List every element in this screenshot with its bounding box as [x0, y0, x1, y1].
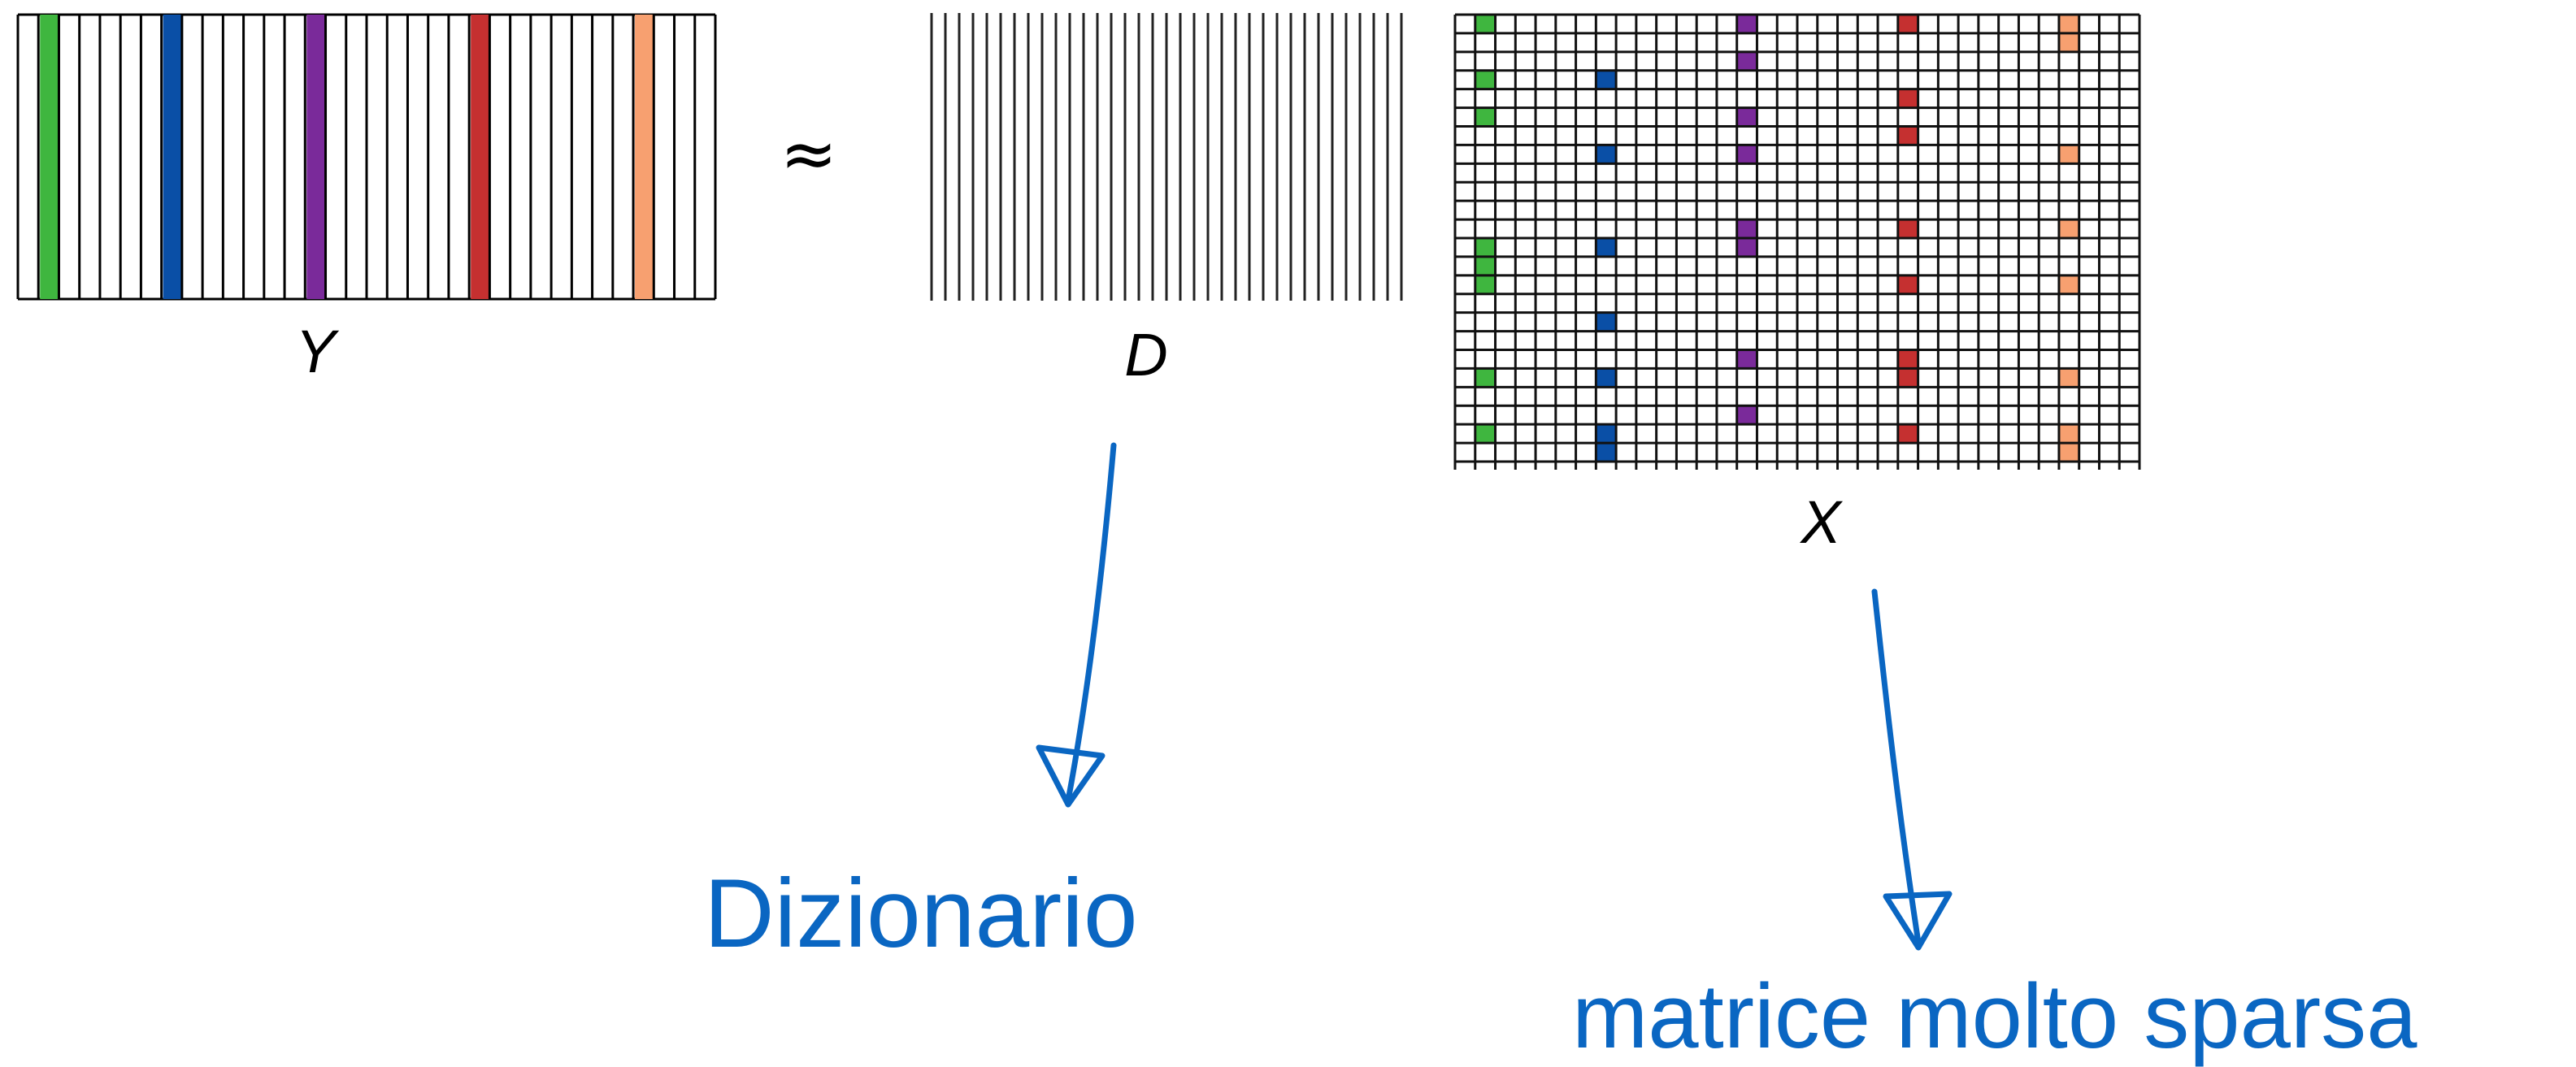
x-nonzero-orange [2059, 425, 2079, 443]
x-nonzero-red [1898, 89, 1918, 107]
sparse-arrow [1871, 588, 1922, 946]
x-nonzero-red [1898, 425, 1918, 443]
x-matrix-label: X [1799, 488, 1843, 556]
x-nonzero-green [1475, 71, 1495, 89]
x-nonzero-orange [2059, 15, 2079, 33]
x-nonzero-blue [1596, 313, 1616, 331]
y-colored-column-green [40, 15, 59, 299]
dictionary-arrowhead [1036, 744, 1106, 808]
x-nonzero-green [1475, 275, 1495, 293]
x-nonzero-green [1475, 239, 1495, 256]
dictionary-arrow [1065, 442, 1117, 804]
y-colored-column-red [471, 15, 490, 299]
y-colored-column-blue [163, 15, 182, 299]
y-matrix [16, 13, 717, 301]
x-nonzero-blue [1596, 145, 1616, 163]
y-colored-column-orange [635, 15, 654, 299]
x-nonzero-red [1898, 127, 1918, 145]
x-nonzero-orange [2059, 275, 2079, 293]
sparse-matrix-annotation: matrice molto sparsa [1572, 965, 2417, 1067]
d-matrix [930, 13, 1403, 301]
x-nonzero-orange [2059, 369, 2079, 387]
x-nonzero-purple [1737, 108, 1757, 126]
x-nonzero-green [1475, 257, 1495, 275]
x-nonzero-blue [1596, 369, 1616, 387]
approx-symbol: ≈ [780, 114, 837, 193]
x-nonzero-blue [1596, 239, 1616, 256]
x-nonzero-orange [2059, 444, 2079, 461]
x-nonzero-purple [1737, 145, 1757, 163]
d-matrix-label: D [1124, 321, 1167, 388]
x-matrix [1453, 13, 2141, 470]
x-nonzero-green [1475, 15, 1495, 33]
x-nonzero-purple [1737, 220, 1757, 237]
x-nonzero-purple [1737, 15, 1757, 33]
x-nonzero-red [1898, 369, 1918, 387]
x-nonzero-orange [2059, 220, 2079, 237]
x-nonzero-blue [1596, 71, 1616, 89]
sparse-arrowhead [1883, 891, 1953, 951]
x-nonzero-blue [1596, 425, 1616, 443]
x-nonzero-orange [2059, 145, 2079, 163]
x-nonzero-red [1898, 275, 1918, 293]
x-nonzero-red [1898, 350, 1918, 368]
x-nonzero-purple [1737, 350, 1757, 368]
x-nonzero-green [1475, 425, 1495, 443]
x-nonzero-purple [1737, 239, 1757, 256]
x-nonzero-purple [1737, 52, 1757, 70]
x-nonzero-blue [1596, 444, 1616, 461]
x-nonzero-green [1475, 369, 1495, 387]
y-matrix-label: Y [295, 318, 339, 385]
x-nonzero-red [1898, 15, 1918, 33]
y-colored-column-purple [306, 15, 326, 299]
x-nonzero-orange [2059, 33, 2079, 51]
x-nonzero-green [1475, 108, 1495, 126]
x-nonzero-purple [1737, 406, 1757, 424]
dictionary-annotation: Dizionario [704, 859, 1138, 968]
x-nonzero-red [1898, 220, 1918, 237]
